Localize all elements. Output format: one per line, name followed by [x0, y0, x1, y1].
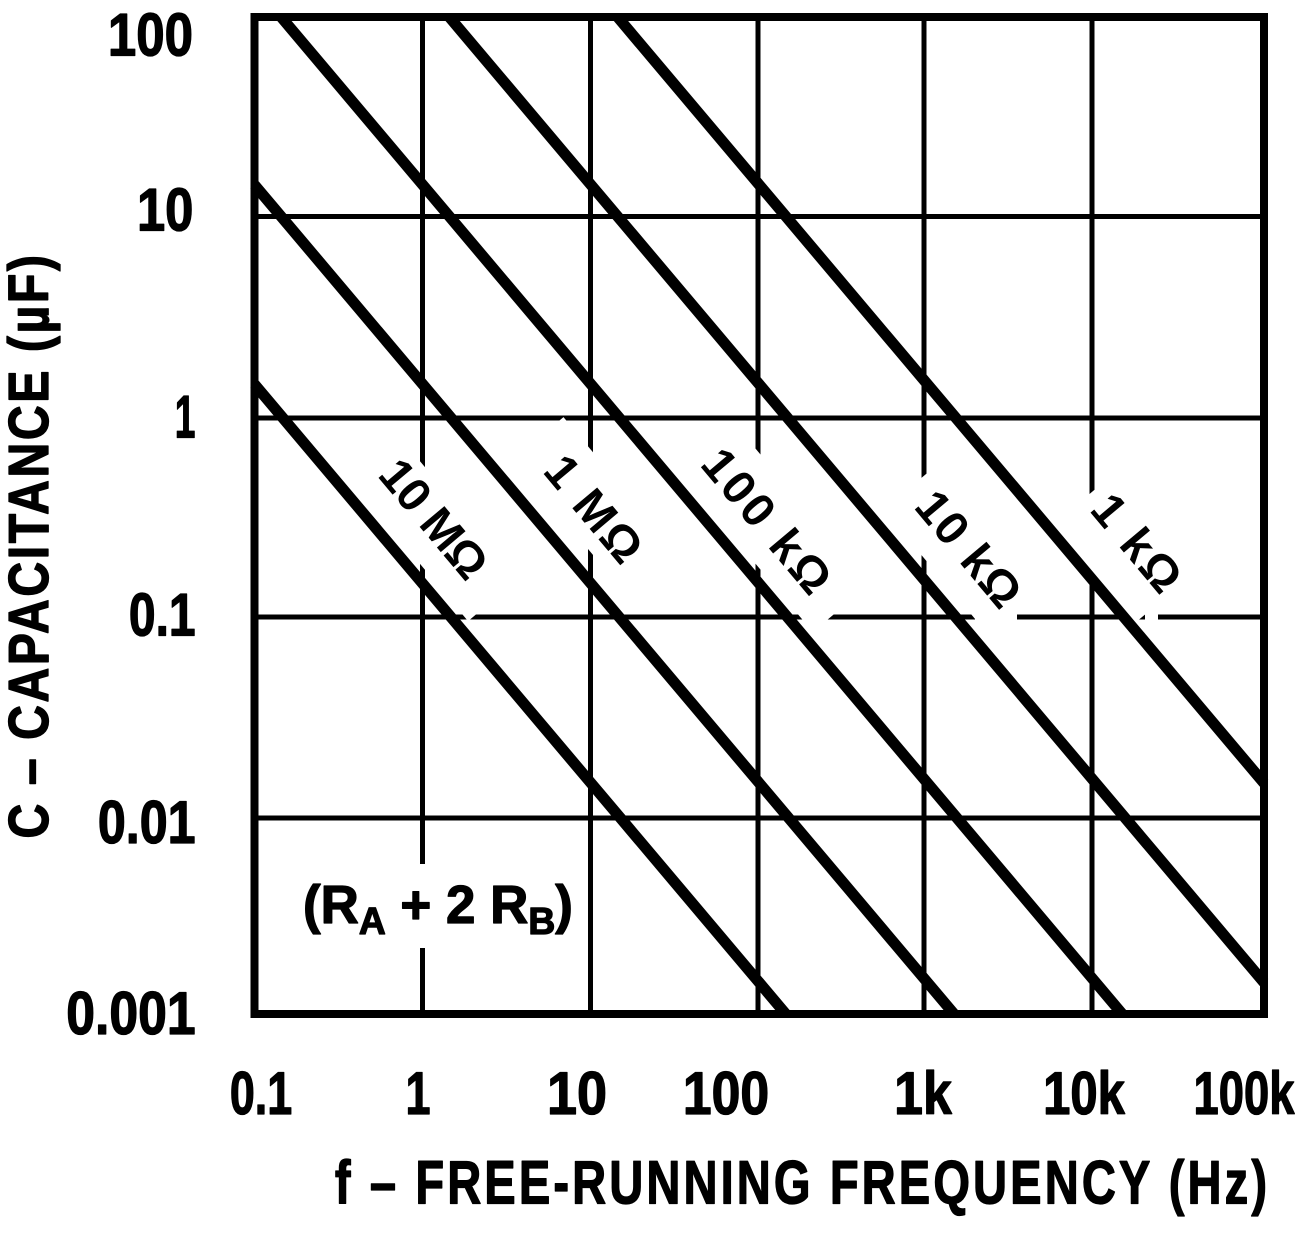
svg-text:f – FREE-RUNNING FREQUENCY (Hz: f – FREE-RUNNING FREQUENCY (Hz)	[335, 1149, 1270, 1217]
svg-text:0.001: 0.001	[66, 979, 195, 1046]
svg-text:1k: 1k	[894, 1059, 952, 1126]
svg-text:0.01: 0.01	[98, 789, 196, 856]
svg-text:1: 1	[175, 383, 196, 450]
svg-text:100: 100	[108, 2, 193, 69]
svg-text:10: 10	[137, 177, 193, 244]
svg-text:0.1: 0.1	[129, 581, 196, 648]
svg-text:(RA + 2 RB): (RA + 2 RB)	[303, 876, 573, 943]
svg-text:100: 100	[683, 1059, 769, 1126]
svg-text:0.1: 0.1	[230, 1061, 292, 1128]
svg-text:100k: 100k	[1194, 1061, 1295, 1128]
svg-text:C – CAPACITANCE (µF): C – CAPACITANCE (µF)	[0, 253, 61, 839]
svg-text:10k: 10k	[1043, 1059, 1125, 1127]
svg-text:10: 10	[547, 1060, 607, 1127]
svg-text:1: 1	[405, 1061, 430, 1128]
